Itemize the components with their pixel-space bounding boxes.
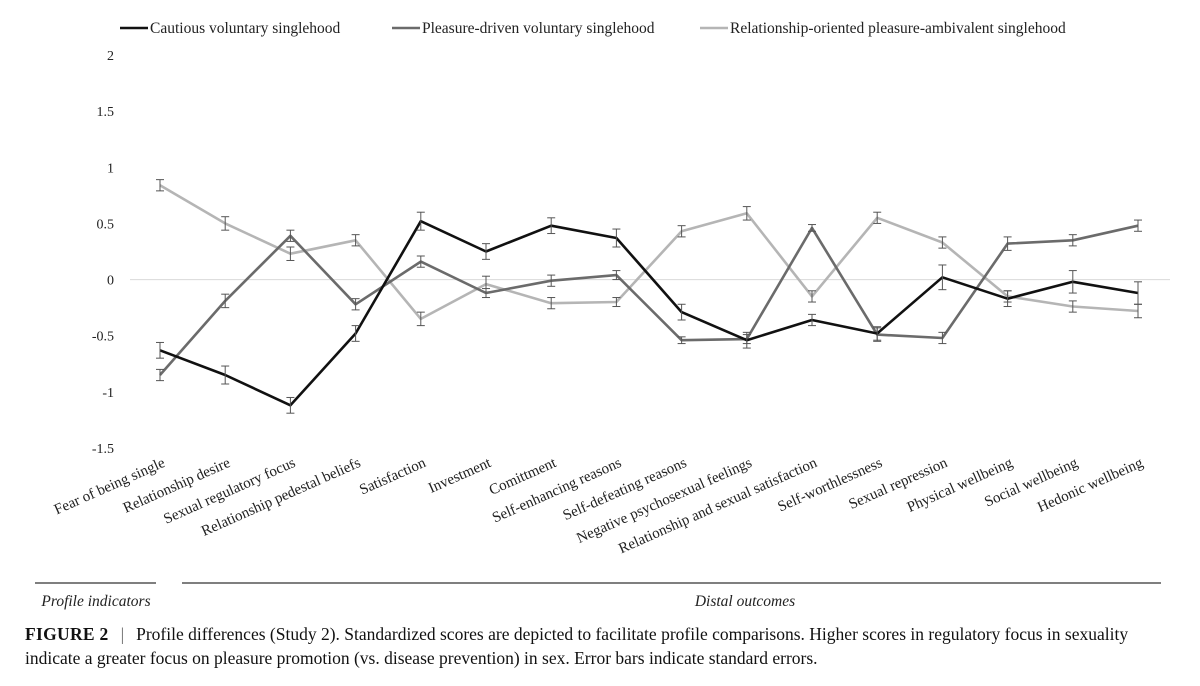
error-bar bbox=[1134, 219, 1142, 232]
y-tick-label: 0 bbox=[107, 274, 114, 289]
x-tick-label: Investment bbox=[426, 455, 494, 497]
legend-label: Relationship-oriented pleasure-ambivalen… bbox=[730, 20, 1066, 37]
caption-separator: | bbox=[120, 624, 125, 644]
error-bar bbox=[286, 229, 295, 242]
error-bar bbox=[677, 303, 686, 321]
error-bar bbox=[221, 293, 230, 309]
x-tick-label: Satisfaction bbox=[357, 455, 429, 499]
error-bar bbox=[808, 313, 816, 327]
series-line bbox=[159, 219, 1139, 407]
profile-line-chart: Cautious voluntary singlehood Pleasure-dr… bbox=[35, 20, 1170, 610]
y-tick-label: -1.5 bbox=[92, 442, 114, 457]
error-bar bbox=[938, 331, 947, 345]
series-line bbox=[159, 184, 1139, 321]
error-bar bbox=[1068, 300, 1077, 313]
legend: Cautious voluntary singlehood Pleasure-dr… bbox=[120, 20, 1066, 37]
error-bar bbox=[351, 298, 360, 311]
error-bar bbox=[612, 270, 621, 281]
error-bar bbox=[1003, 236, 1012, 251]
error-bar bbox=[156, 368, 164, 382]
error-bar bbox=[873, 211, 882, 224]
error-bar bbox=[547, 297, 556, 310]
legend-item-2: Pleasure-driven voluntary singlehood bbox=[392, 20, 655, 37]
error-bar bbox=[612, 297, 621, 308]
error-bar bbox=[547, 274, 556, 287]
y-tick-label: 1.5 bbox=[97, 105, 115, 120]
y-tick-label: -0.5 bbox=[92, 330, 114, 345]
error-bar bbox=[1134, 281, 1142, 305]
series-3 bbox=[156, 179, 1142, 327]
error-bar bbox=[742, 331, 751, 349]
y-tick-label: 0.5 bbox=[97, 217, 115, 232]
error-bar bbox=[416, 211, 425, 231]
legend-item-1: Cautious voluntary singlehood bbox=[120, 20, 341, 37]
error-bar bbox=[221, 216, 230, 231]
error-bar bbox=[482, 243, 490, 260]
error-bar bbox=[808, 290, 816, 303]
error-bar bbox=[547, 217, 556, 235]
error-bar bbox=[677, 336, 686, 345]
error-bar bbox=[1003, 290, 1012, 308]
error-bar bbox=[808, 224, 816, 232]
error-bar bbox=[482, 288, 490, 299]
error-bar bbox=[873, 326, 882, 341]
legend-label: Cautious voluntary singlehood bbox=[150, 20, 341, 37]
error-bar bbox=[612, 228, 621, 248]
error-bar bbox=[156, 341, 164, 359]
x-tick-label: Fear of being single bbox=[52, 455, 168, 518]
error-bar bbox=[221, 365, 230, 385]
series-1 bbox=[156, 211, 1142, 414]
distal-outcomes-label: Distal outcomes bbox=[694, 593, 795, 610]
error-bar bbox=[286, 246, 295, 261]
error-bar bbox=[1068, 234, 1077, 247]
error-bar bbox=[156, 179, 164, 192]
group-brackets: Profile indicators Distal outcomes bbox=[35, 582, 1161, 610]
legend-item-3: Relationship-oriented pleasure-ambivalen… bbox=[700, 20, 1066, 37]
figure-caption: FIGURE 2 | Profile differences (Study 2). … bbox=[25, 622, 1185, 670]
error-bar bbox=[351, 234, 360, 247]
y-tick-label: 2 bbox=[107, 49, 114, 64]
error-bar bbox=[416, 311, 425, 327]
profile-indicators-label: Profile indicators bbox=[40, 593, 150, 610]
error-bar bbox=[1068, 270, 1077, 294]
y-tick-label: -1 bbox=[102, 386, 114, 401]
error-bar bbox=[351, 325, 360, 342]
y-axis: -1.5 -1 -0.5 0 0.5 1 1.5 2 bbox=[92, 49, 114, 457]
error-bar bbox=[416, 255, 425, 268]
series-layer bbox=[156, 179, 1142, 414]
y-tick-label: 1 bbox=[107, 161, 114, 176]
error-bar bbox=[938, 264, 947, 291]
legend-label: Pleasure-driven voluntary singlehood bbox=[422, 20, 655, 37]
error-bar bbox=[286, 396, 295, 414]
error-bar bbox=[938, 236, 947, 249]
caption-text: Profile differences (Study 2). Standardi… bbox=[25, 624, 1129, 668]
error-bar bbox=[742, 206, 751, 221]
caption-label: FIGURE 2 bbox=[25, 624, 109, 644]
series-line bbox=[159, 224, 1139, 376]
series-2 bbox=[156, 219, 1142, 382]
error-bar bbox=[677, 225, 686, 238]
